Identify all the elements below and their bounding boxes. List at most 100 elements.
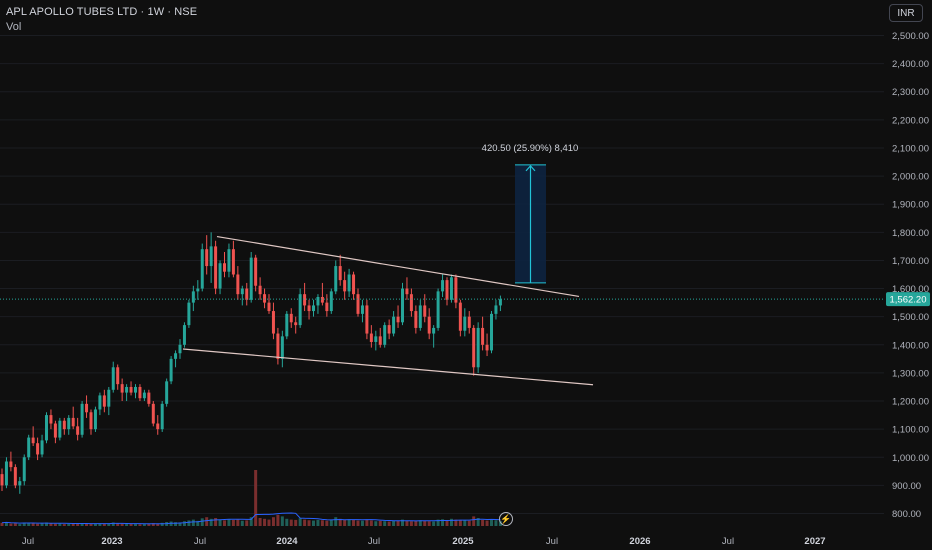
x-tick-label: Jul [368,536,380,547]
candle [205,249,209,267]
volume-bar [490,519,493,526]
candle [476,327,480,368]
volume-bar [62,524,66,526]
volume-bar [120,523,124,526]
volume-bar [80,523,84,526]
candle [263,294,267,303]
volume-bar [187,520,191,526]
candle [182,325,186,345]
volume-bar [352,519,356,526]
currency-button[interactable]: INR [889,4,923,22]
y-tick-label: 2,000.00 [892,172,929,183]
candle [441,280,445,292]
x-tick-label: Jul [194,536,206,547]
volume-bar [129,523,133,526]
volume-bar [178,522,182,526]
candle [89,412,93,430]
x-tick-label: Jul [22,536,34,547]
volume-bar [485,520,489,526]
volume-bar [111,522,115,526]
volume-bar [329,519,333,526]
candle [418,305,422,328]
volume-bar [418,520,422,526]
candle [93,409,97,430]
candle [316,296,320,306]
y-tick-label: 800.00 [892,509,921,520]
volume-bar [396,520,400,526]
candle [223,263,226,272]
candle [227,249,231,272]
candle [445,280,449,300]
candle [490,313,493,351]
volume-indicator-label[interactable]: Vol [6,21,22,33]
volume-bar [13,523,17,526]
lightning-icon[interactable]: ⚡ [499,512,513,526]
candle [245,288,249,300]
candle [40,440,44,455]
volume-bar [223,520,226,526]
volume-bar [231,519,235,526]
candle [298,294,302,326]
volume-bar [249,517,253,526]
candle [178,344,182,354]
last-price-label: 1,562.20 [890,295,927,306]
y-tick-label: 1,100.00 [892,425,929,436]
candle [329,291,333,312]
volume-bar [276,514,280,526]
candle [107,389,111,407]
symbol-title: APL APOLLO TUBES LTD · 1W · NSE [6,6,198,18]
candle [218,263,222,289]
candle [142,392,146,399]
volume-bar [374,521,378,526]
volume-bar [267,519,271,526]
volume-bar [263,518,267,526]
volume-bar [107,523,111,526]
candle [307,305,311,312]
volume-bar [236,519,240,526]
y-tick-label: 900.00 [892,481,921,492]
volume-bar [365,519,369,526]
candle [360,305,364,314]
candle [58,420,62,438]
candle [423,305,427,317]
volume-bar [89,523,93,526]
candle [147,392,151,404]
volume-bar [147,523,151,526]
candle [343,280,347,292]
candle [325,302,329,312]
candle [387,325,391,334]
y-tick-label: 1,200.00 [892,397,929,408]
volume-bar [174,522,178,526]
lower-trendline [182,348,594,386]
candle [249,257,253,300]
volume-bar [22,522,26,526]
candle [156,423,160,430]
volume-bar [200,518,204,526]
candle [378,336,382,345]
volume-bar [27,522,31,526]
y-tick-label: 1,600.00 [892,284,929,295]
candle [276,333,280,359]
volume-bar [387,521,391,526]
volume-bar [214,518,218,526]
candle [76,426,80,435]
volume-bar [0,522,4,526]
volume-bar [436,519,440,526]
volume-bar [298,518,302,526]
volume-bar [209,518,213,526]
volume-bar [116,523,120,526]
candle [427,316,431,334]
volume-bar [98,523,102,526]
y-tick-label: 1,800.00 [892,228,929,239]
candle [80,403,84,435]
candle [436,291,440,328]
candle [116,367,120,385]
volume-bar [432,521,436,526]
volume-bar [36,523,40,526]
volume-bar [392,520,396,526]
x-tick-label: 2026 [629,536,650,547]
candle [18,481,22,486]
y-tick-label: 2,400.00 [892,59,929,70]
